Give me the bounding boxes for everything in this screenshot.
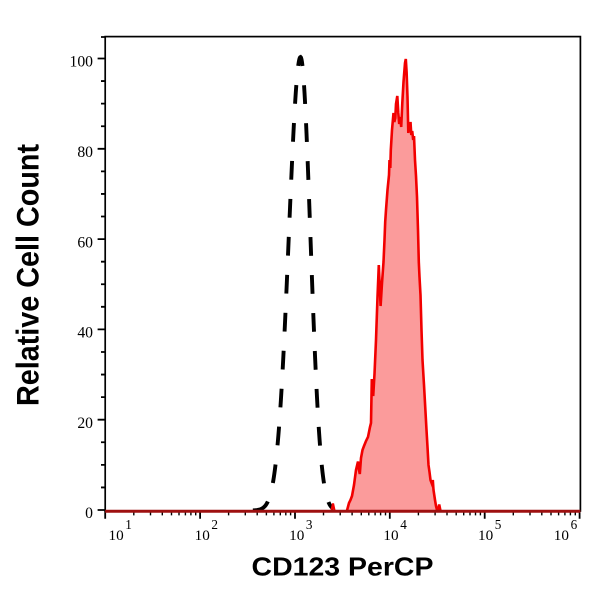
svg-text:CD123 PerCP: CD123 PerCP	[252, 552, 434, 581]
svg-text:100: 100	[69, 54, 93, 71]
svg-text:0: 0	[85, 505, 93, 522]
svg-text:20: 20	[77, 415, 93, 432]
svg-text:60: 60	[77, 234, 93, 251]
svg-text:Relative Cell Count: Relative Cell Count	[11, 144, 45, 406]
svg-text:40: 40	[77, 325, 93, 342]
svg-text:80: 80	[77, 144, 93, 161]
